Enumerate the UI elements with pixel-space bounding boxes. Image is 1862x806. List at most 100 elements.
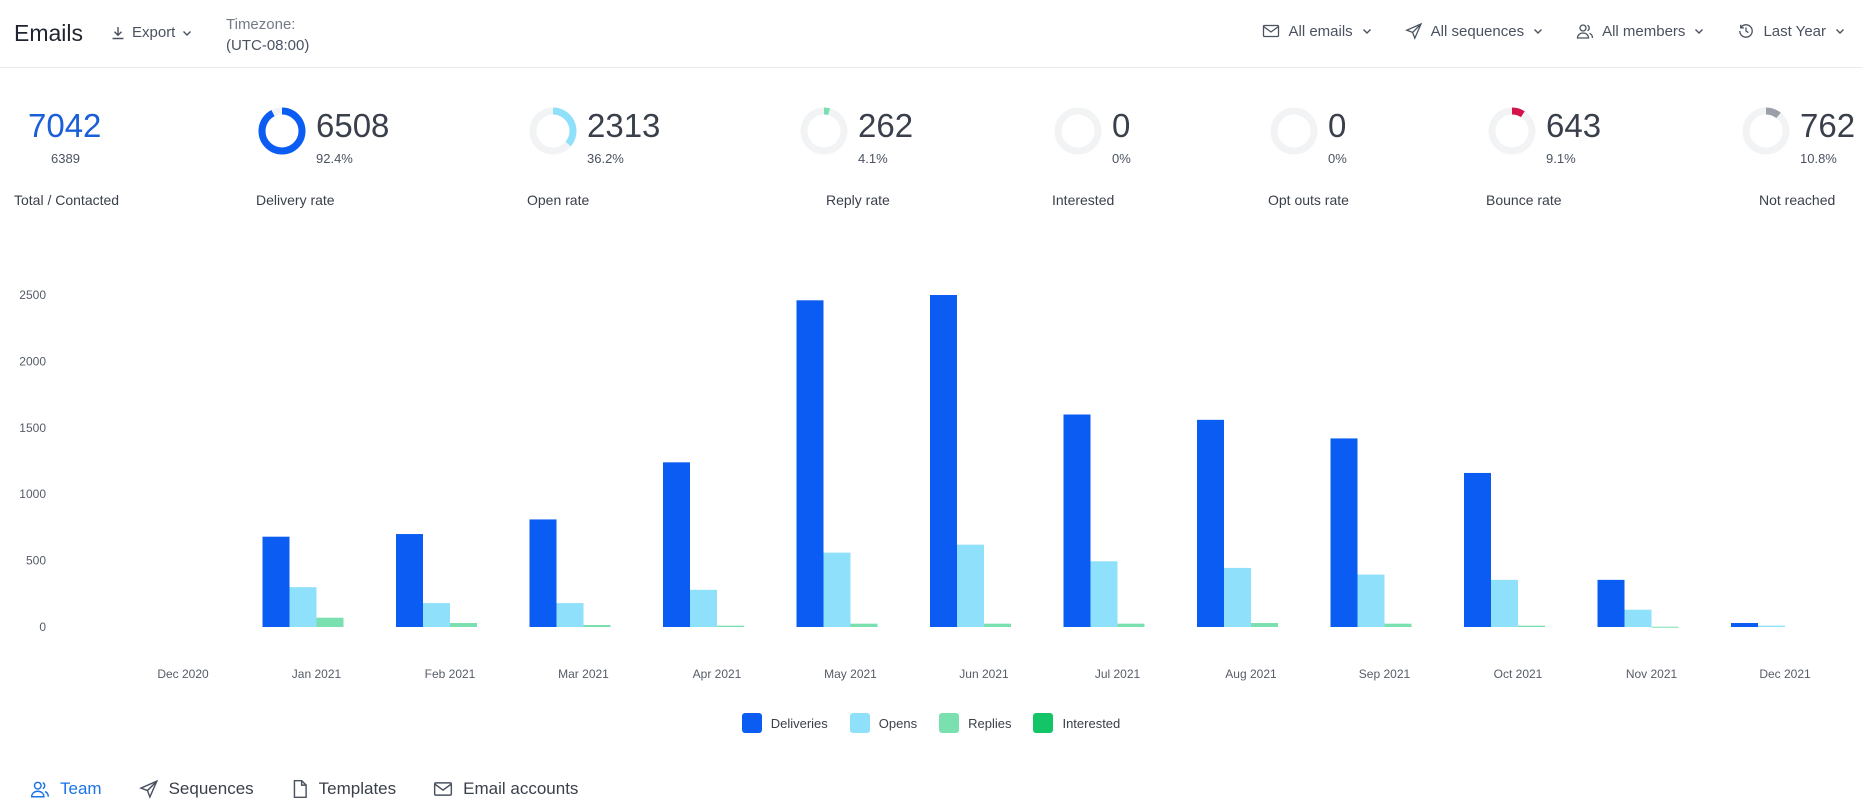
legend-replies[interactable]: Replies bbox=[939, 713, 1011, 733]
stat-sub: 6389 bbox=[51, 151, 80, 166]
document-icon bbox=[291, 779, 309, 799]
tab-label: Sequences bbox=[168, 779, 254, 798]
chevron-down-icon bbox=[181, 27, 193, 39]
tab-templates[interactable]: Templates bbox=[291, 779, 396, 799]
bar-opens[interactable] bbox=[289, 587, 317, 627]
stat-ring bbox=[1054, 107, 1102, 155]
legend-deliveries[interactable]: Deliveries bbox=[741, 713, 828, 733]
bottom-tabs: Team Sequences Templates Email accounts bbox=[30, 779, 578, 799]
bar-deliveries[interactable] bbox=[1731, 623, 1758, 627]
legend-swatch bbox=[939, 713, 960, 733]
bar-deliveries[interactable] bbox=[1330, 438, 1358, 627]
legend-label: Replies bbox=[968, 715, 1012, 731]
stat-caption: Delivery rate bbox=[256, 192, 335, 208]
bar-deliveries[interactable] bbox=[930, 295, 957, 627]
stat-value: 643 bbox=[1546, 107, 1602, 144]
bar-replies[interactable] bbox=[1251, 623, 1278, 627]
x-tick-label: Nov 2021 bbox=[1626, 667, 1678, 681]
bar-opens[interactable] bbox=[423, 603, 450, 627]
bar-opens[interactable] bbox=[1090, 561, 1118, 627]
x-tick-label: Jun 2021 bbox=[959, 667, 1009, 681]
export-button[interactable]: Export bbox=[110, 24, 193, 41]
bar-replies[interactable] bbox=[1117, 623, 1145, 627]
x-tick-label: Sep 2021 bbox=[1359, 667, 1411, 681]
filter-all-sequences[interactable]: All sequences bbox=[1404, 22, 1544, 40]
bar-replies[interactable] bbox=[1384, 623, 1412, 627]
bar-opens[interactable] bbox=[1224, 567, 1251, 627]
bar-opens[interactable] bbox=[1624, 609, 1652, 627]
stat-value: 7042 bbox=[28, 107, 102, 144]
send-icon bbox=[138, 779, 159, 799]
bar-replies[interactable] bbox=[316, 617, 344, 627]
tab-team[interactable]: Team bbox=[30, 779, 102, 799]
timezone: Timezone: (UTC-08:00) bbox=[226, 14, 309, 56]
bar-opens[interactable] bbox=[823, 552, 851, 627]
bar-replies[interactable] bbox=[1651, 626, 1679, 628]
x-tick-label: Aug 2021 bbox=[1225, 667, 1277, 681]
legend-interested[interactable]: Interested bbox=[1033, 713, 1120, 733]
legend-opens[interactable]: Opens bbox=[849, 713, 918, 733]
tab-sequences[interactable]: Sequences bbox=[138, 779, 254, 799]
tab-email-accounts[interactable]: Email accounts bbox=[433, 779, 578, 799]
stat-value: 0 bbox=[1328, 107, 1347, 144]
download-icon bbox=[110, 25, 126, 41]
x-tick-label: Mar 2021 bbox=[558, 667, 609, 681]
tab-label: Team bbox=[60, 779, 102, 798]
bar-replies[interactable] bbox=[1518, 625, 1545, 627]
bar-opens[interactable] bbox=[957, 544, 984, 627]
stat-sub: 10.8% bbox=[1800, 151, 1837, 166]
bar-deliveries[interactable] bbox=[262, 536, 290, 627]
bar-deliveries[interactable] bbox=[1063, 414, 1091, 627]
stat-value: 6508 bbox=[316, 107, 390, 144]
filter-all-emails[interactable]: All emails bbox=[1262, 23, 1372, 40]
stat-ring bbox=[1270, 107, 1318, 155]
stat-caption: Interested bbox=[1052, 192, 1115, 208]
bar-deliveries[interactable] bbox=[396, 534, 423, 627]
bar-replies[interactable] bbox=[717, 625, 744, 627]
bar-opens[interactable] bbox=[556, 603, 584, 627]
timezone-value: (UTC-08:00) bbox=[226, 37, 310, 54]
bar-opens[interactable] bbox=[1357, 574, 1385, 627]
ring-track bbox=[1742, 107, 1790, 155]
filter-bar: All emails All sequences All members bbox=[1262, 22, 1846, 40]
bar-opens[interactable] bbox=[690, 589, 717, 627]
stat-sub: 0% bbox=[1328, 151, 1347, 166]
x-tick-label: Dec 2021 bbox=[1759, 667, 1811, 681]
bar-deliveries[interactable] bbox=[796, 300, 824, 627]
chart-legend: Deliveries Opens Replies Interested bbox=[0, 713, 1862, 733]
bar-deliveries[interactable] bbox=[1597, 579, 1625, 627]
ring-fill bbox=[258, 107, 306, 155]
mail-icon bbox=[433, 780, 453, 798]
bar-replies[interactable] bbox=[450, 623, 477, 627]
y-tick-label: 0 bbox=[39, 620, 46, 634]
filter-label: All sequences bbox=[1430, 22, 1525, 40]
stat-caption: Reply rate bbox=[826, 192, 890, 208]
chevron-down-icon bbox=[1834, 25, 1846, 37]
send-icon bbox=[1404, 22, 1423, 40]
ring-track bbox=[800, 107, 848, 155]
export-label: Export bbox=[132, 24, 176, 41]
filter-last-year[interactable]: Last Year bbox=[1737, 22, 1846, 40]
filter-all-members[interactable]: All members bbox=[1576, 22, 1705, 40]
stat-value: 262 bbox=[858, 107, 914, 144]
x-tick-label: Oct 2021 bbox=[1494, 667, 1543, 681]
stat-ring bbox=[1488, 107, 1536, 155]
bar-replies[interactable] bbox=[583, 625, 611, 627]
bar-replies[interactable] bbox=[984, 623, 1011, 627]
bar-opens[interactable] bbox=[1758, 625, 1785, 627]
ring-track bbox=[1054, 107, 1102, 155]
y-tick-label: 500 bbox=[26, 554, 46, 568]
stat-sub: 9.1% bbox=[1546, 151, 1576, 166]
bar-deliveries[interactable] bbox=[529, 519, 557, 627]
bar-opens[interactable] bbox=[1491, 579, 1518, 627]
bar-deliveries[interactable] bbox=[1197, 419, 1224, 627]
ring-fill bbox=[529, 107, 577, 155]
stat-ring bbox=[1742, 107, 1790, 155]
bar-deliveries[interactable] bbox=[663, 462, 690, 627]
ring-fill bbox=[1742, 107, 1790, 155]
filter-label: All members bbox=[1602, 22, 1686, 40]
legend-label: Opens bbox=[878, 715, 918, 731]
stat-ring bbox=[258, 107, 306, 155]
bar-replies[interactable] bbox=[850, 623, 878, 627]
bar-deliveries[interactable] bbox=[1464, 472, 1491, 627]
